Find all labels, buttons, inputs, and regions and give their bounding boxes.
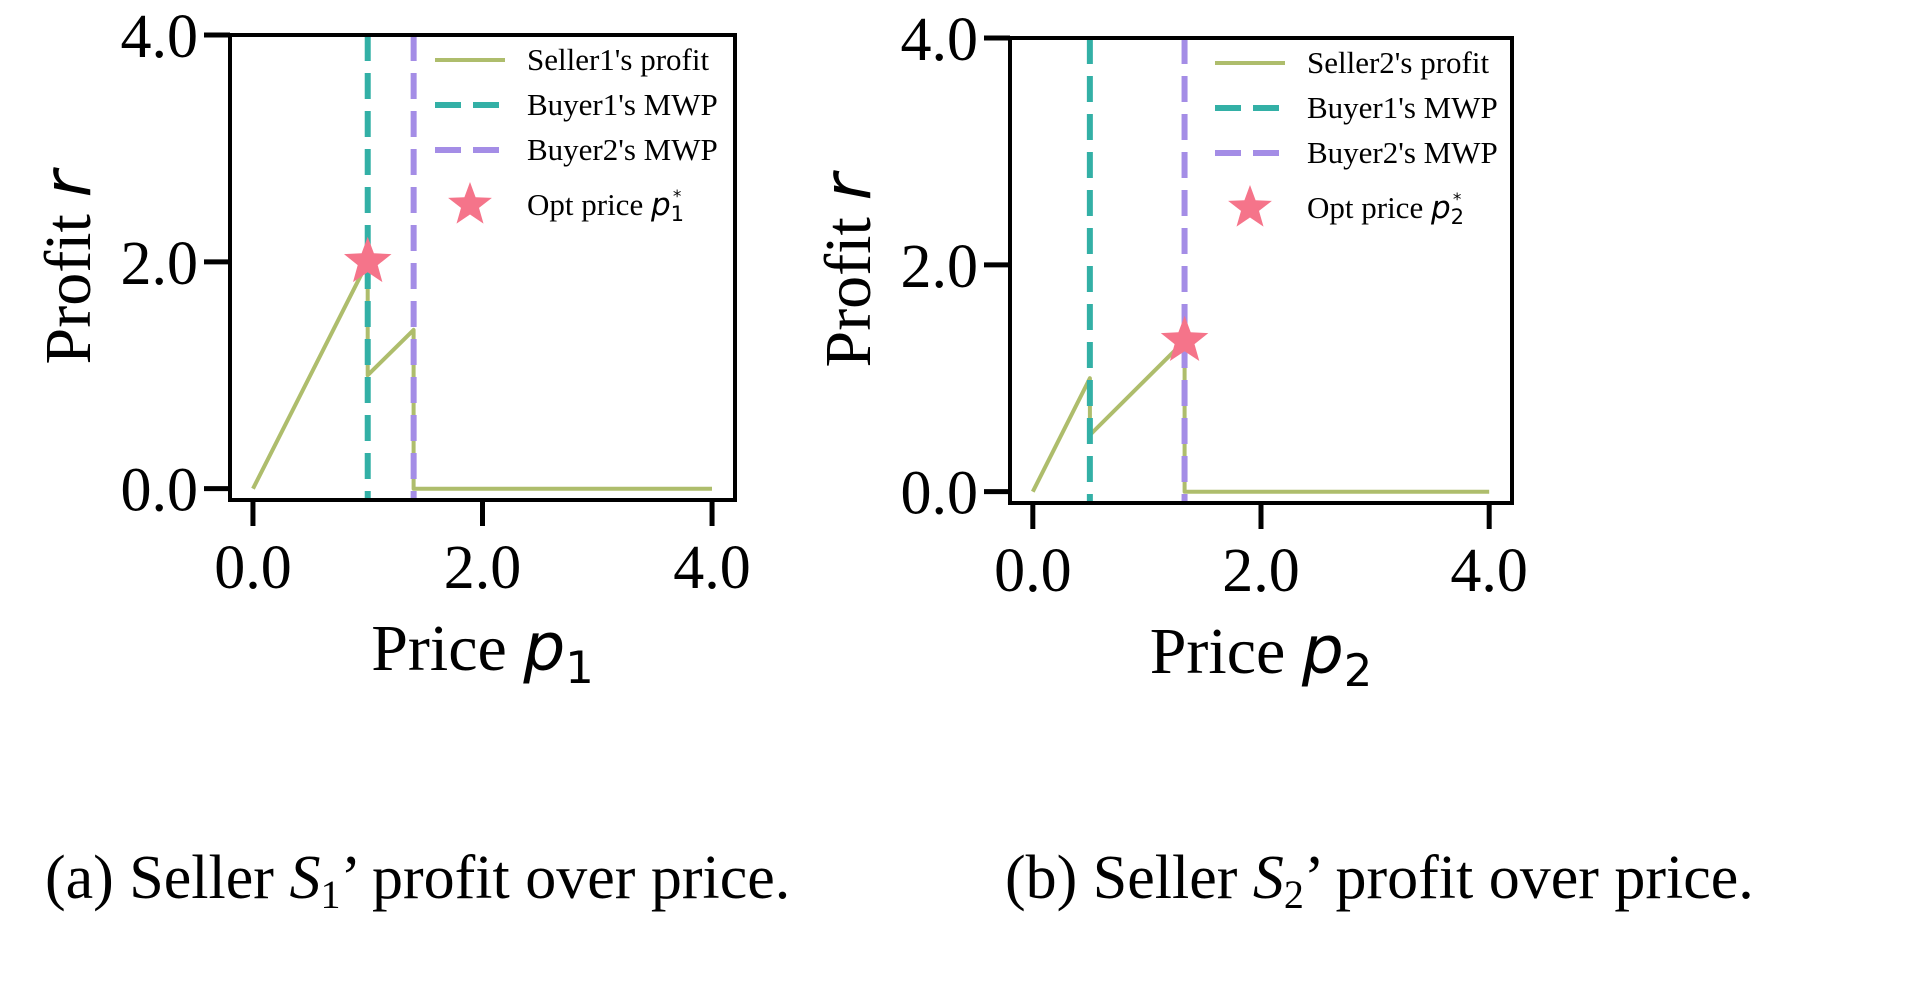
x-axis-label-math: p xyxy=(522,609,565,686)
profit-line xyxy=(1031,338,1490,494)
caption-b-sub: 2 xyxy=(1283,872,1304,917)
legend-label: Seller1's profit xyxy=(527,42,709,77)
y-axis-label-text: Profit xyxy=(32,198,105,365)
caption-a-suffix: ’ profit over price. xyxy=(340,844,791,912)
x-tick-label: 2.0 xyxy=(444,534,522,602)
legend-label: Buyer2's MWP xyxy=(527,132,718,167)
caption-a-prefix: (a) Seller xyxy=(45,844,290,912)
x-tick-label: 4.0 xyxy=(1450,537,1528,605)
caption-a-sub: 1 xyxy=(320,872,341,917)
y-tick-label: 0.0 xyxy=(121,457,199,525)
legend-label-sub: 2 xyxy=(1451,204,1464,229)
opt-price-star xyxy=(1160,315,1209,361)
legend-label-text: Opt price xyxy=(527,187,651,222)
legend-label: Seller2's profit xyxy=(1307,45,1489,80)
caption-b-suffix: ’ profit over price. xyxy=(1303,844,1754,912)
caption-b: (b) Seller S2’ profit over price. xyxy=(1005,843,1754,918)
legend-label-math: p xyxy=(1430,190,1451,226)
x-tick-label: 2.0 xyxy=(1222,537,1300,605)
x-tick-label: 4.0 xyxy=(673,534,751,602)
caption-b-math: S xyxy=(1252,844,1284,912)
y-axis-label-math: r xyxy=(29,167,106,198)
legend-label-sup: * xyxy=(1453,190,1462,210)
y-axis-label-text: Profit xyxy=(812,201,885,368)
y-tick-label: 0.0 xyxy=(901,460,979,528)
x-axis-label-sub: 1 xyxy=(565,641,594,694)
y-tick-label: 4.0 xyxy=(901,6,979,74)
caption-a-math: S xyxy=(289,844,321,912)
opt-price-star xyxy=(344,236,392,283)
x-axis-label: Price p1 xyxy=(371,609,594,694)
y-axis-label-math: r xyxy=(809,170,886,201)
legend-label-text: Opt price xyxy=(1307,190,1431,225)
legend-label: Buyer1's MWP xyxy=(527,87,718,122)
legend-label: Opt price p2* xyxy=(1307,190,1464,229)
y-axis-label: Profit r xyxy=(809,170,886,368)
x-axis-label-sub: 2 xyxy=(1344,644,1373,697)
legend-star-swatch xyxy=(1228,185,1272,227)
x-axis-label: Price p2 xyxy=(1150,612,1373,697)
y-tick-label: 2.0 xyxy=(901,233,979,301)
legend-star-swatch xyxy=(448,182,492,224)
y-tick-label: 2.0 xyxy=(121,230,199,298)
legend-label-sub: 1 xyxy=(671,201,684,226)
x-tick-label: 0.0 xyxy=(994,537,1072,605)
x-tick-label: 0.0 xyxy=(214,534,292,602)
legend-label: Buyer1's MWP xyxy=(1307,90,1498,125)
x-axis-label-text: Price xyxy=(1150,615,1302,688)
legend-label-math: p xyxy=(650,187,671,223)
caption-a: (a) Seller S1’ profit over price. xyxy=(45,843,790,918)
caption-b-prefix: (b) Seller xyxy=(1005,844,1253,912)
legend-label: Opt price p1* xyxy=(527,187,684,226)
x-axis-label-text: Price xyxy=(371,612,523,685)
y-axis-label: Profit r xyxy=(29,167,106,365)
profit-line xyxy=(251,259,712,491)
legend-label-sup: * xyxy=(673,187,682,207)
x-axis-label-math: p xyxy=(1301,612,1344,689)
legend-label: Buyer2's MWP xyxy=(1307,135,1498,170)
y-tick-label: 4.0 xyxy=(121,3,199,71)
